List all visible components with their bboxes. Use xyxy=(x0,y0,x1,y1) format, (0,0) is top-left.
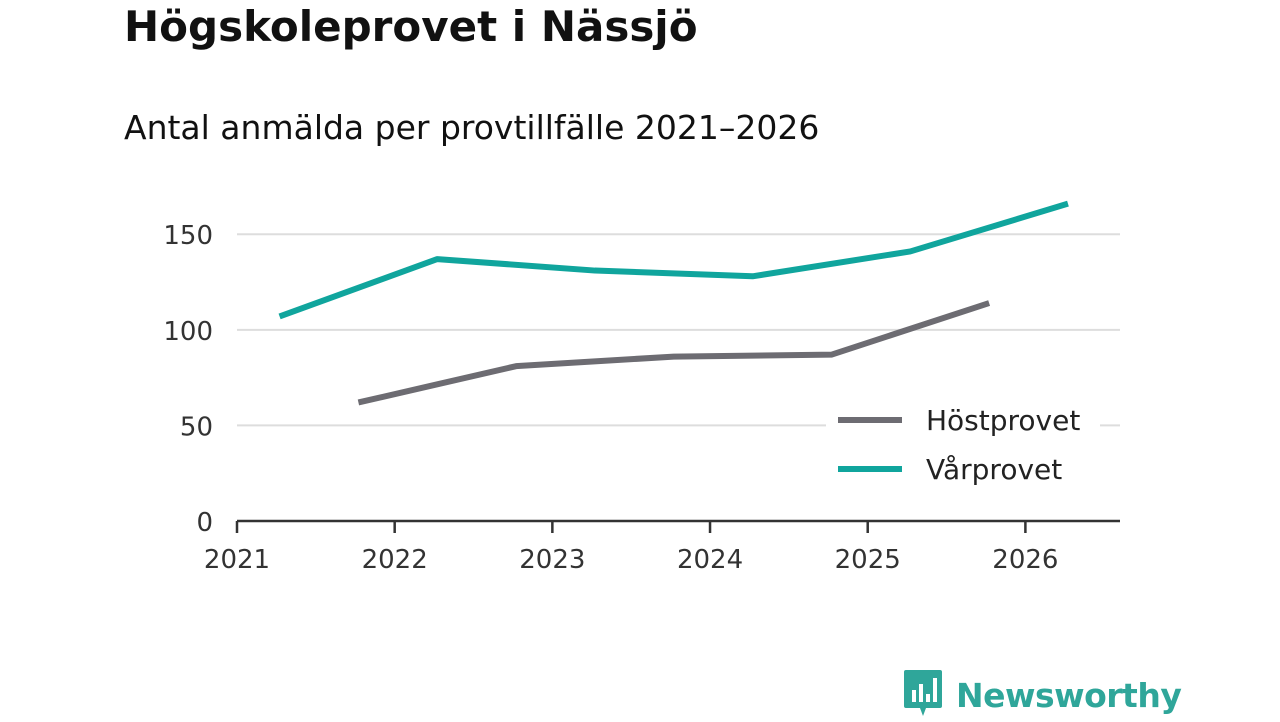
series-lines xyxy=(278,200,1069,406)
legend: Höstprovet Vårprovet xyxy=(826,398,1100,498)
y-tick-label-100: 100 xyxy=(163,317,213,347)
legend-label-hostprovet: Höstprovet xyxy=(926,404,1080,437)
x-tick-label-2025: 2025 xyxy=(835,545,901,575)
series-line-höstprovet xyxy=(357,300,991,406)
y-tick-label-0: 0 xyxy=(196,508,213,538)
brand-name: Newsworthy xyxy=(956,675,1182,715)
brand-logo: Newsworthy xyxy=(902,668,1182,722)
newsworthy-logo-icon xyxy=(902,668,944,722)
x-tick-label-2023: 2023 xyxy=(519,545,585,575)
x-tick-label-2022: 2022 xyxy=(362,545,428,575)
legend-background xyxy=(826,398,1100,498)
x-axis: 2021 2022 2023 2024 2025 2026 xyxy=(204,519,1120,575)
y-tick-label-50: 50 xyxy=(180,412,213,442)
chart-title: Högskoleprovet i Nässjö xyxy=(124,2,698,51)
y-tick-label-150: 150 xyxy=(163,221,213,251)
x-tick-label-2026: 2026 xyxy=(992,545,1058,575)
x-tick-label-2024: 2024 xyxy=(677,545,743,575)
chart-subtitle: Antal anmälda per provtillfälle 2021–202… xyxy=(124,108,820,147)
series-line-vårprovet xyxy=(278,200,1069,320)
x-tick-label-2021: 2021 xyxy=(204,545,270,575)
legend-label-varprovet: Vårprovet xyxy=(926,453,1062,486)
